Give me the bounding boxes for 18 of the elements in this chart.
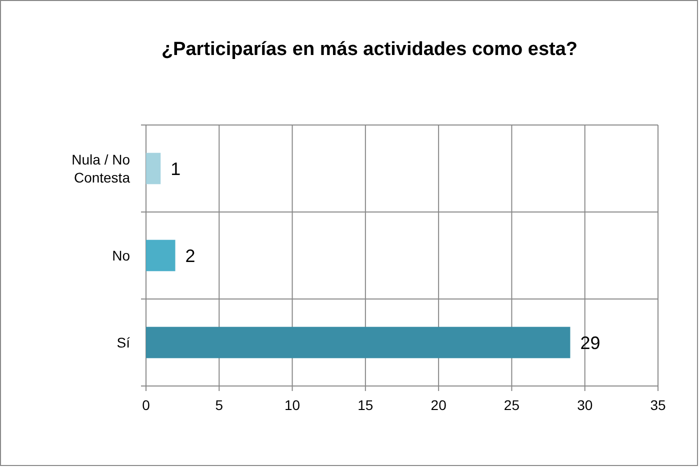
x-tick-label: 25 [504,397,520,413]
chart-title: ¿Participarías en más actividades como esta? [161,39,578,60]
x-tick-label: 0 [142,397,150,413]
data-label: 29 [580,332,600,353]
x-tick-label: 35 [650,397,666,413]
x-tick-label: 5 [215,397,224,413]
y-tick-label: Sí [116,334,130,350]
bar [146,326,570,358]
x-tick-label: 15 [358,397,374,413]
x-tick-label: 10 [284,397,300,413]
data-label: 1 [170,158,181,179]
y-tick-label: Nula / No Contesta [72,151,130,186]
data-label: 2 [185,246,196,266]
bar [146,240,176,272]
bar [146,152,161,184]
x-tick-label: 20 [430,397,447,413]
y-tick-label: No [112,247,130,264]
x-tick-label: 30 [577,397,593,413]
